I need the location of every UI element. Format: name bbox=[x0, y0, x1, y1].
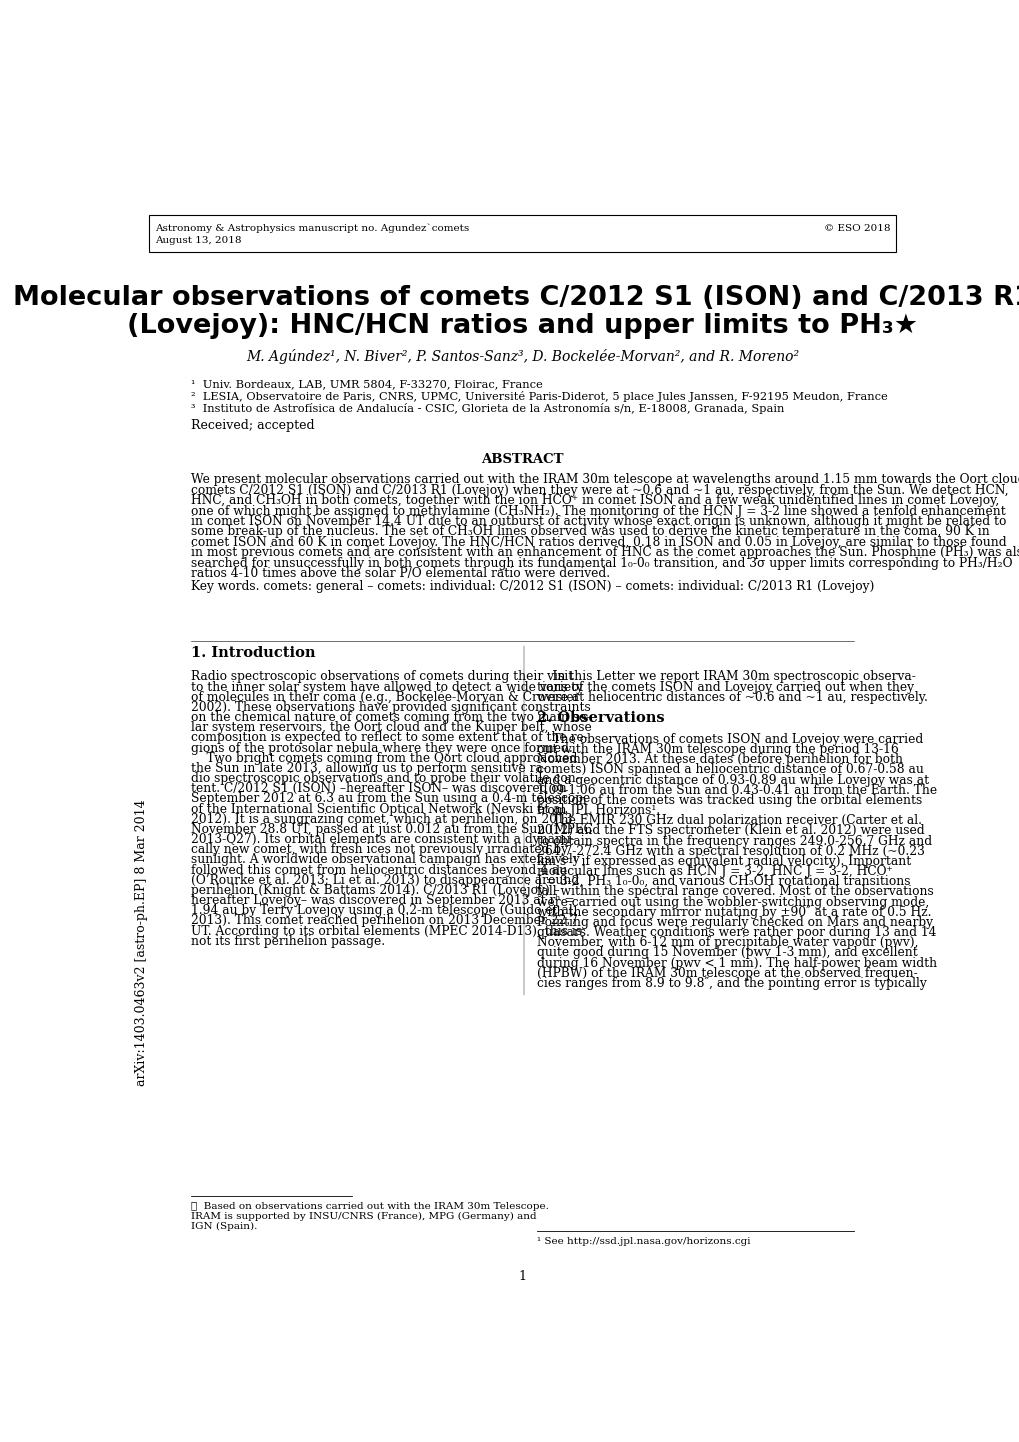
Text: 2013-Q27). Its orbital elements are consistent with a dynami-: 2013-Q27). Its orbital elements are cons… bbox=[191, 833, 575, 846]
Text: (O’Rourke et al. 2013; Li et al. 2013) to disappearance around: (O’Rourke et al. 2013; Li et al. 2013) t… bbox=[191, 874, 579, 887]
Text: lar system reservoirs, the Oort cloud and the Kuiper belt, whose: lar system reservoirs, the Oort cloud an… bbox=[191, 721, 591, 734]
Text: J = 3-2, PH₃ 1₀-0₀, and various CH₃OH rotational transitions: J = 3-2, PH₃ 1₀-0₀, and various CH₃OH ro… bbox=[536, 875, 909, 888]
Text: of the International Scientific Optical Network (Nevski et al.: of the International Scientific Optical … bbox=[191, 803, 568, 816]
Text: 1.09-1.06 au from the Sun and 0.43-0.41 au from the Earth. The: 1.09-1.06 au from the Sun and 0.43-0.41 … bbox=[536, 784, 935, 797]
Text: Pointing and focus were regularly checked on Mars and nearby: Pointing and focus were regularly checke… bbox=[536, 916, 931, 929]
Text: We present molecular observations carried out with the IRAM 30m telescope at wav: We present molecular observations carrie… bbox=[191, 473, 1019, 486]
Text: and a geocentric distance of 0.93-0.89 au while Lovejoy was at: and a geocentric distance of 0.93-0.89 a… bbox=[536, 774, 928, 787]
Text: comets C/2012 S1 (ISON) and C/2013 R1 (Lovejoy) when they were at ~0.6 and ~1 au: comets C/2012 S1 (ISON) and C/2013 R1 (L… bbox=[191, 483, 1008, 496]
Text: in most previous comets and are consistent with an enhancement of HNC as the com: in most previous comets and are consiste… bbox=[191, 547, 1019, 559]
Text: arXiv:1403.0463v2 [astro-ph.EP] 8 Mar 2014: arXiv:1403.0463v2 [astro-ph.EP] 8 Mar 20… bbox=[135, 800, 148, 1086]
Text: ¹ See http://ssd.jpl.nasa.gov/horizons.cgi: ¹ See http://ssd.jpl.nasa.gov/horizons.c… bbox=[536, 1237, 749, 1246]
Text: ABSTRACT: ABSTRACT bbox=[481, 453, 564, 466]
Text: out with the IRAM 30m telescope during the period 13-16: out with the IRAM 30m telescope during t… bbox=[536, 743, 898, 756]
Text: ★  Based on observations carried out with the IRAM 30m Telescope.: ★ Based on observations carried out with… bbox=[191, 1201, 548, 1211]
Text: August 13, 2018: August 13, 2018 bbox=[155, 236, 242, 245]
Text: composition is expected to reflect to some extent that of the re-: composition is expected to reflect to so… bbox=[191, 731, 587, 744]
Text: cies ranges from 8.9 to 9.8″, and the pointing error is typically: cies ranges from 8.9 to 9.8″, and the po… bbox=[536, 976, 925, 989]
Text: to obtain spectra in the frequency ranges 249.0-256.7 GHz and: to obtain spectra in the frequency range… bbox=[536, 835, 931, 848]
Text: UT. According to its orbital elements (MPEC 2014-D13), this is: UT. According to its orbital elements (M… bbox=[191, 924, 582, 937]
Bar bbox=[149, 215, 896, 251]
Text: 2. Observations: 2. Observations bbox=[536, 711, 663, 725]
Text: some break-up of the nucleus. The set of CH₃OH lines observed was used to derive: some break-up of the nucleus. The set of… bbox=[191, 525, 988, 538]
Text: comets) ISON spanned a heliocentric distance of 0.67-0.58 au: comets) ISON spanned a heliocentric dist… bbox=[536, 763, 922, 776]
Text: Received; accepted: Received; accepted bbox=[191, 420, 315, 433]
Text: 1. Introduction: 1. Introduction bbox=[191, 646, 315, 660]
Text: November 2013. At these dates (before perihelion for both: November 2013. At these dates (before pe… bbox=[536, 753, 902, 766]
Text: tent. C/2012 S1 (ISON) –hereafter ISON– was discovered on: tent. C/2012 S1 (ISON) –hereafter ISON– … bbox=[191, 782, 567, 796]
Text: ratios 4-10 times above the solar P/O elemental ratio were derived.: ratios 4-10 times above the solar P/O el… bbox=[191, 567, 609, 580]
Text: Two bright comets coming from the Oort cloud approached: Two bright comets coming from the Oort c… bbox=[191, 751, 577, 764]
Text: the Sun in late 2013, allowing us to perform sensitive ra-: the Sun in late 2013, allowing us to per… bbox=[191, 761, 546, 774]
Text: Molecular observations of comets C/2012 S1 (ISON) and C/2013 R1: Molecular observations of comets C/2012 … bbox=[13, 286, 1019, 311]
Text: Radio spectroscopic observations of comets during their visit: Radio spectroscopic observations of come… bbox=[191, 671, 573, 684]
Text: (Lovejoy): HNC/HCN ratios and upper limits to PH₃★: (Lovejoy): HNC/HCN ratios and upper limi… bbox=[127, 313, 917, 339]
Text: 1.94 au by Terry Lovejoy using a 0.2-m telescope (Guido et al.: 1.94 au by Terry Lovejoy using a 0.2-m t… bbox=[191, 904, 576, 917]
Text: during 16 November (pwv < 1 mm). The half-power beam width: during 16 November (pwv < 1 mm). The hal… bbox=[536, 956, 935, 969]
Text: comet ISON and 60 K in comet Lovejoy. The HNC/HCN ratios derived, 0.18 in ISON a: comet ISON and 60 K in comet Lovejoy. Th… bbox=[191, 536, 1006, 549]
Text: were carried out using the wobbler-switching observing mode,: were carried out using the wobbler-switc… bbox=[536, 895, 928, 908]
Text: quasars. Weather conditions were rather poor during 13 and 14: quasars. Weather conditions were rather … bbox=[536, 926, 935, 939]
Text: November 28.8 UT, passed at just 0.012 au from the Sun (MPEC: November 28.8 UT, passed at just 0.012 a… bbox=[191, 823, 592, 836]
Text: hereafter Lovejoy– was discovered in September 2013 at rʰ =: hereafter Lovejoy– was discovered in Sep… bbox=[191, 894, 574, 907]
Text: ³  Instituto de Astrofísica de Andalucía - CSIC, Glorieta de la Astronomía s/n, : ³ Instituto de Astrofísica de Andalucía … bbox=[191, 402, 784, 414]
Text: sunlight. A worldwide observational campaign has extensively: sunlight. A worldwide observational camp… bbox=[191, 854, 579, 867]
Text: (HPBW) of the IRAM 30m telescope at the observed frequen-: (HPBW) of the IRAM 30m telescope at the … bbox=[536, 966, 916, 979]
Text: Astronomy & Astrophysics manuscript no. Agundez`comets: Astronomy & Astrophysics manuscript no. … bbox=[155, 224, 469, 234]
Text: ²  LESIA, Observatoire de Paris, CNRS, UPMC, Université Paris-Diderot, 5 place J: ² LESIA, Observatoire de Paris, CNRS, UP… bbox=[191, 391, 887, 402]
Text: followed this comet from heliocentric distances beyond 4 au: followed this comet from heliocentric di… bbox=[191, 864, 567, 877]
Text: September 2012 at 6.3 au from the Sun using a 0.4-m telescope: September 2012 at 6.3 au from the Sun us… bbox=[191, 793, 590, 806]
Text: to the inner solar system have allowed to detect a wide variety: to the inner solar system have allowed t… bbox=[191, 681, 583, 694]
Text: © ESO 2018: © ESO 2018 bbox=[822, 224, 890, 232]
Text: not its first perihelion passage.: not its first perihelion passage. bbox=[191, 934, 385, 947]
Text: of molecules in their coma (e.g., Bockelée-Morvan & Crovisier: of molecules in their coma (e.g., Bockel… bbox=[191, 691, 579, 704]
Text: fall within the spectral range covered. Most of the observations: fall within the spectral range covered. … bbox=[536, 885, 932, 898]
Text: IRAM is supported by INSU/CNRS (France), MPG (Germany) and: IRAM is supported by INSU/CNRS (France),… bbox=[191, 1211, 536, 1221]
Text: 2013). This comet reached perihelion on 2013 December 22.7: 2013). This comet reached perihelion on … bbox=[191, 914, 578, 927]
Text: dio spectroscopic observations and to probe their volatile con-: dio spectroscopic observations and to pr… bbox=[191, 771, 580, 784]
Text: November, with 6-12 mm of precipitable water vapour (pwv),: November, with 6-12 mm of precipitable w… bbox=[536, 936, 917, 949]
Text: 264.7-272.4 GHz with a spectral resolution of 0.2 MHz (~0.23: 264.7-272.4 GHz with a spectral resoluti… bbox=[536, 845, 923, 858]
Text: HNC, and CH₃OH in both comets, together with the ion HCO⁺ in comet ISON and a fe: HNC, and CH₃OH in both comets, together … bbox=[191, 495, 999, 508]
Text: The observations of comets ISON and Lovejoy were carried: The observations of comets ISON and Love… bbox=[536, 733, 922, 746]
Text: cally new comet, with fresh ices not previously irradiated by: cally new comet, with fresh ices not pre… bbox=[191, 844, 568, 857]
Text: 2002). These observations have provided significant constraints: 2002). These observations have provided … bbox=[191, 701, 590, 714]
Text: M. Agúndez¹, N. Biver², P. Santos-Sanz³, D. Bockelée-Morvan², and R. Moreno²: M. Agúndez¹, N. Biver², P. Santos-Sanz³,… bbox=[246, 349, 799, 363]
Text: position of the comets was tracked using the orbital elements: position of the comets was tracked using… bbox=[536, 795, 921, 808]
Text: 1: 1 bbox=[519, 1269, 526, 1282]
Text: ¹  Univ. Bordeaux, LAB, UMR 5804, F-33270, Floirac, France: ¹ Univ. Bordeaux, LAB, UMR 5804, F-33270… bbox=[191, 379, 542, 389]
Text: tions of the comets ISON and Lovejoy carried out when they: tions of the comets ISON and Lovejoy car… bbox=[536, 681, 913, 694]
Text: km s⁻¹ if expressed as equivalent radial velocity). Important: km s⁻¹ if expressed as equivalent radial… bbox=[536, 855, 910, 868]
Text: Key words. comets: general – comets: individual: C/2012 S1 (ISON) – comets: indi: Key words. comets: general – comets: ind… bbox=[191, 580, 873, 593]
Text: IGN (Spain).: IGN (Spain). bbox=[191, 1221, 257, 1231]
Text: quite good during 15 November (pwv 1-3 mm), and excellent: quite good during 15 November (pwv 1-3 m… bbox=[536, 946, 916, 959]
Text: In this Letter we report IRAM 30m spectroscopic observa-: In this Letter we report IRAM 30m spectr… bbox=[536, 671, 915, 684]
Text: searched for unsuccessfully in both comets through its fundamental 1₀-0₀ transit: searched for unsuccessfully in both come… bbox=[191, 557, 1012, 570]
Text: from JPL Horizons¹.: from JPL Horizons¹. bbox=[536, 805, 659, 818]
Text: one of which might be assigned to methylamine (CH₃NH₂). The monitoring of the HC: one of which might be assigned to methyl… bbox=[191, 505, 1005, 518]
Text: The EMIR 230 GHz dual polarization receiver (Carter et al.: The EMIR 230 GHz dual polarization recei… bbox=[536, 815, 921, 828]
Text: on the chemical nature of comets coming from the two main so-: on the chemical nature of comets coming … bbox=[191, 711, 590, 724]
Text: were at heliocentric distances of ~0.6 and ~1 au, respectively.: were at heliocentric distances of ~0.6 a… bbox=[536, 691, 926, 704]
Text: gions of the protosolar nebula where they were once formed.: gions of the protosolar nebula where the… bbox=[191, 741, 573, 754]
Text: 2012). It is a sungrazing comet, which at perihelion, on 2013: 2012). It is a sungrazing comet, which a… bbox=[191, 813, 572, 826]
Text: perihelion (Knight & Battams 2014). C/2013 R1 (Lovejoy) –: perihelion (Knight & Battams 2014). C/20… bbox=[191, 884, 559, 897]
Text: with the secondary mirror nutating by ±90″ at a rate of 0.5 Hz.: with the secondary mirror nutating by ±9… bbox=[536, 906, 930, 919]
Text: molecular lines such as HCN J = 3-2, HNC J = 3-2, HCO⁺: molecular lines such as HCN J = 3-2, HNC… bbox=[536, 865, 892, 878]
Text: in comet ISON on November 14.4 UT due to an outburst of activity whose exact ori: in comet ISON on November 14.4 UT due to… bbox=[191, 515, 1006, 528]
Text: 2012) and the FTS spectrometer (Klein et al. 2012) were used: 2012) and the FTS spectrometer (Klein et… bbox=[536, 825, 923, 838]
